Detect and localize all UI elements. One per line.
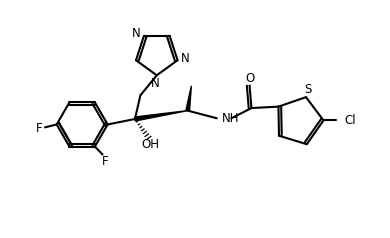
Text: F: F bbox=[36, 122, 43, 135]
Text: O: O bbox=[245, 72, 254, 85]
Text: N: N bbox=[151, 77, 160, 90]
Text: Cl: Cl bbox=[344, 114, 356, 127]
Text: N: N bbox=[131, 27, 140, 40]
Polygon shape bbox=[186, 86, 191, 111]
Text: N: N bbox=[181, 52, 190, 65]
Text: F: F bbox=[101, 155, 108, 168]
Text: NH: NH bbox=[222, 113, 240, 125]
Polygon shape bbox=[135, 111, 188, 121]
Text: OH: OH bbox=[142, 138, 160, 151]
Text: S: S bbox=[304, 83, 312, 96]
